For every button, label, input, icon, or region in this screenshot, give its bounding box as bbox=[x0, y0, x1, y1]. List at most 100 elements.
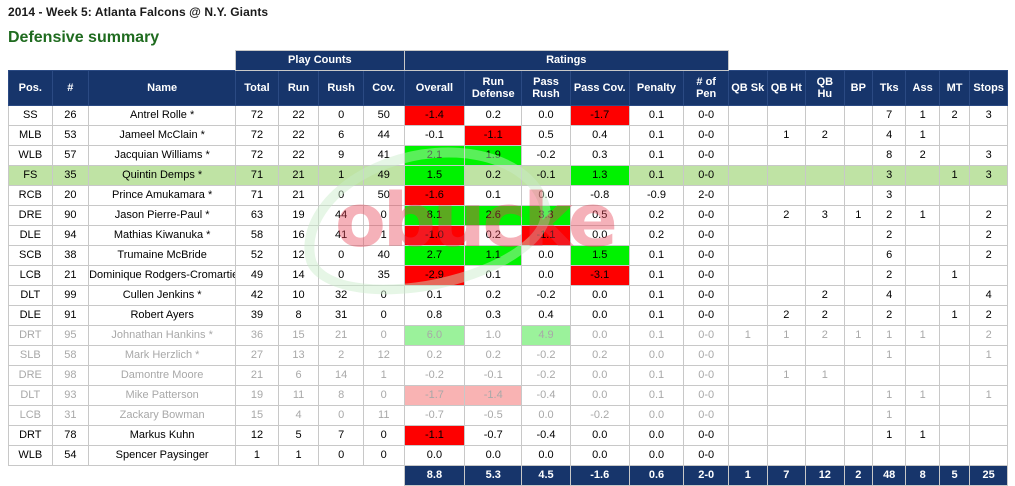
cell-number: 94 bbox=[51, 225, 90, 246]
col-name[interactable]: Name bbox=[88, 70, 237, 106]
col-rush[interactable]: Rush bbox=[318, 70, 364, 106]
cell-mt bbox=[938, 225, 971, 246]
cell-rush: 14 bbox=[318, 365, 364, 386]
cell-num-pen: 0-0 bbox=[683, 105, 729, 126]
cell-pos: MLB bbox=[8, 125, 53, 146]
cell-pass-cov: 0.3 bbox=[569, 145, 630, 166]
table-row[interactable]: LCB 31 Zackary Bowman 15 4 0 11 -0.7 -0.5 0.0 -0.2… bbox=[8, 405, 1008, 426]
col-qb-ht[interactable]: QB Ht bbox=[766, 70, 807, 106]
cell-cov: 50 bbox=[362, 105, 405, 126]
cell-tks: 1 bbox=[871, 385, 907, 406]
table-row[interactable]: DRE 98 Damontre Moore 21 6 14 1 -0.2 -0.1 -0.2 0.0… bbox=[8, 365, 1008, 386]
cell-overall: -1.4 bbox=[403, 105, 466, 126]
cell-rush: 2 bbox=[318, 345, 364, 366]
table-row[interactable]: DRT 78 Markus Kuhn 12 5 7 0 -1.1 -0.7 -0.4 0.0 0.0 0… bbox=[8, 425, 1008, 446]
col-bp[interactable]: BP bbox=[843, 70, 873, 106]
cell-tks: 3 bbox=[871, 185, 907, 206]
cell-pos: LCB bbox=[8, 265, 53, 286]
cell-penalty: 0.1 bbox=[628, 265, 685, 286]
cell-pass-rush: 0.0 bbox=[521, 265, 571, 286]
cell-run-defense: 0.2 bbox=[464, 105, 523, 126]
cell-run-defense: 0.2 bbox=[464, 345, 523, 366]
cell-bp bbox=[843, 105, 873, 126]
cell-mt bbox=[938, 145, 971, 166]
cell-bp: 1 bbox=[843, 325, 873, 346]
cell-pass-rush: -0.2 bbox=[521, 145, 571, 166]
cell-qb-ht bbox=[766, 425, 807, 446]
cell-ass bbox=[905, 405, 940, 426]
cell-total: 19 bbox=[235, 385, 279, 406]
table-row[interactable]: DLE 91 Robert Ayers 39 8 31 0 0.8 0.3 0.4 0.0 0.1 0-… bbox=[8, 305, 1008, 326]
cell-num-pen: 0-0 bbox=[683, 385, 729, 406]
table-row[interactable]: RCB 20 Prince Amukamara * 71 21 0 50 -1.6 0.1 0.0… bbox=[8, 185, 1008, 206]
cell-tks bbox=[871, 365, 907, 386]
table-foot: 8.8 5.3 4.5 -1.6 0.6 2-0 1 7 12 2 48 8 5… bbox=[9, 465, 1008, 486]
cell-overall: 6.0 bbox=[403, 325, 466, 346]
col-pass-rush[interactable]: Pass Rush bbox=[521, 70, 571, 106]
cell-run-defense: 0.1 bbox=[464, 185, 523, 206]
cell-qb-hu bbox=[805, 225, 845, 246]
table-row[interactable]: SLB 58 Mark Herzlich * 27 13 2 12 0.2 0.2 -0.2 0.2… bbox=[8, 345, 1008, 366]
cell-tks: 2 bbox=[871, 265, 907, 286]
col-stops[interactable]: Stops bbox=[969, 70, 1008, 106]
cell-qb-hu bbox=[805, 145, 845, 166]
col-penalty[interactable]: Penalty bbox=[628, 70, 685, 106]
col-num-pen[interactable]: # of Pen bbox=[683, 70, 729, 106]
table-row[interactable]: WLB 57 Jacquian Williams * 72 22 9 41 2.1 1.9 -0.… bbox=[8, 145, 1008, 166]
cell-pass-rush: 0.0 bbox=[521, 185, 571, 206]
table-row[interactable]: FS 35 Quintin Demps * 71 21 1 49 1.5 0.2 -0.1 1.3 0… bbox=[8, 165, 1008, 186]
total-bp: 2 bbox=[843, 465, 873, 486]
total-qb-sk: 1 bbox=[727, 465, 768, 486]
cell-rush: 8 bbox=[318, 385, 364, 406]
cell-qb-hu bbox=[805, 385, 845, 406]
col-number[interactable]: # bbox=[51, 70, 90, 106]
table-row[interactable]: SCB 38 Trumaine McBride 52 12 0 40 2.7 1.1 0.0 1.5… bbox=[8, 245, 1008, 266]
cell-stops: 4 bbox=[969, 285, 1008, 306]
cell-total: 27 bbox=[235, 345, 279, 366]
col-tks[interactable]: Tks bbox=[871, 70, 907, 106]
cell-qb-sk bbox=[727, 345, 768, 366]
cell-num-pen: 0-0 bbox=[683, 265, 729, 286]
col-pos[interactable]: Pos. bbox=[8, 70, 53, 106]
cell-ass: 1 bbox=[905, 205, 940, 226]
table-row[interactable]: LCB 21 Dominique Rodgers-Cromartie * 49 14 0 3… bbox=[8, 265, 1008, 286]
col-ass[interactable]: Ass bbox=[905, 70, 940, 106]
table-row[interactable]: SS 26 Antrel Rolle * 72 22 0 50 -1.4 0.2 0.0 -1.7 0… bbox=[8, 105, 1008, 126]
cell-number: 35 bbox=[51, 165, 90, 186]
cell-pass-rush: 0.5 bbox=[521, 125, 571, 146]
cell-penalty: 0.1 bbox=[628, 365, 685, 386]
cell-penalty: 0.1 bbox=[628, 125, 685, 146]
cell-qb-sk bbox=[727, 145, 768, 166]
table-row[interactable]: DRE 90 Jason Pierre-Paul * 63 19 44 0 8.1 2.6 3.3… bbox=[8, 205, 1008, 226]
col-qb-sk[interactable]: QB Sk bbox=[727, 70, 768, 106]
table-row[interactable]: DRT 95 Johnathan Hankins * 36 15 21 0 6.0 1.0 4.9… bbox=[8, 325, 1008, 346]
col-qb-hu[interactable]: QB Hu bbox=[805, 70, 845, 106]
total-penalty: 0.6 bbox=[628, 465, 685, 486]
cell-number: 95 bbox=[51, 325, 90, 346]
col-mt[interactable]: MT bbox=[938, 70, 971, 106]
cell-overall: -0.7 bbox=[403, 405, 466, 426]
col-run-defense[interactable]: Run Defense bbox=[464, 70, 523, 106]
col-cov[interactable]: Cov. bbox=[362, 70, 405, 106]
cell-run-defense: 1.1 bbox=[464, 245, 523, 266]
table-row[interactable]: WLB 54 Spencer Paysinger 1 1 0 0 0.0 0.0 0.0 0.0 0.… bbox=[8, 445, 1008, 466]
table-row[interactable]: DLE 94 Mathias Kiwanuka * 58 16 41 1 -1.0 0.2 -1.… bbox=[8, 225, 1008, 246]
cell-qb-hu bbox=[805, 265, 845, 286]
col-pass-cov[interactable]: Pass Cov. bbox=[569, 70, 630, 106]
col-run[interactable]: Run bbox=[277, 70, 320, 106]
table-row[interactable]: DLT 99 Cullen Jenkins * 42 10 32 0 0.1 0.2 -0.2 0.… bbox=[8, 285, 1008, 306]
cell-cov: 0 bbox=[362, 205, 405, 226]
table-row[interactable]: MLB 53 Jameel McClain * 72 22 6 44 -0.1 -1.1 0.5 0… bbox=[8, 125, 1008, 146]
col-total[interactable]: Total bbox=[235, 70, 279, 106]
cell-pass-cov: -1.7 bbox=[569, 105, 630, 126]
table-row[interactable]: DLT 93 Mike Patterson 19 11 8 0 -1.7 -1.4 -0.4 0.0… bbox=[8, 385, 1008, 406]
cell-overall: 0.0 bbox=[403, 445, 466, 466]
cell-run-defense: -0.7 bbox=[464, 425, 523, 446]
cell-pass-cov: 1.5 bbox=[569, 245, 630, 266]
cell-run: 19 bbox=[277, 205, 320, 226]
col-overall[interactable]: Overall bbox=[403, 70, 466, 106]
cell-stops bbox=[969, 185, 1008, 206]
group-header-play-counts: Play Counts bbox=[235, 50, 405, 71]
cell-mt bbox=[938, 445, 971, 466]
cell-bp bbox=[843, 405, 873, 426]
